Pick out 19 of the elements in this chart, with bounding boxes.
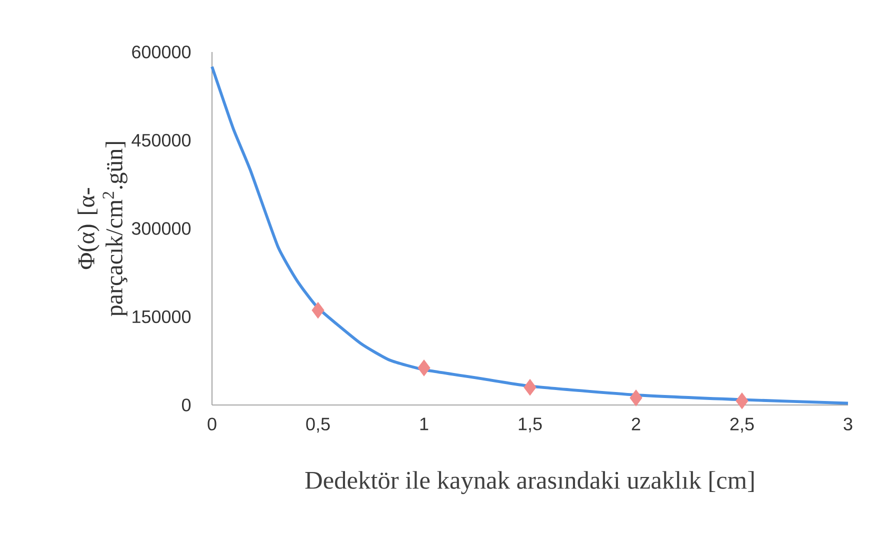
x-tick-label: 3 xyxy=(844,418,852,430)
y-tick-label: 150000 xyxy=(132,310,191,324)
point xyxy=(524,379,536,396)
x-tick-label: 0,5 xyxy=(306,418,330,433)
x-tick-label: 1,5 xyxy=(518,418,542,432)
y-axis-title: Φ(α) [α-parçacık/cm$^{2}$.gün] xyxy=(78,142,128,316)
x-axis-title: Dedektör ile kaynak arasındaki uzaklık [cm] xyxy=(305,471,754,494)
point xyxy=(312,302,324,319)
y-tick-label: 0 xyxy=(182,398,191,412)
y-tick-label: 600000 xyxy=(132,46,191,58)
x-tick-label: 2,5 xyxy=(730,418,754,433)
y-tick-label: 450000 xyxy=(132,134,191,147)
x-tick-label: 2 xyxy=(632,418,640,430)
point xyxy=(736,392,748,410)
point xyxy=(418,360,430,376)
y-tick-label: 300000 xyxy=(132,222,191,235)
x-tick-label: 1 xyxy=(420,418,428,430)
x-tick-label: 0 xyxy=(208,418,216,430)
point xyxy=(630,390,642,406)
